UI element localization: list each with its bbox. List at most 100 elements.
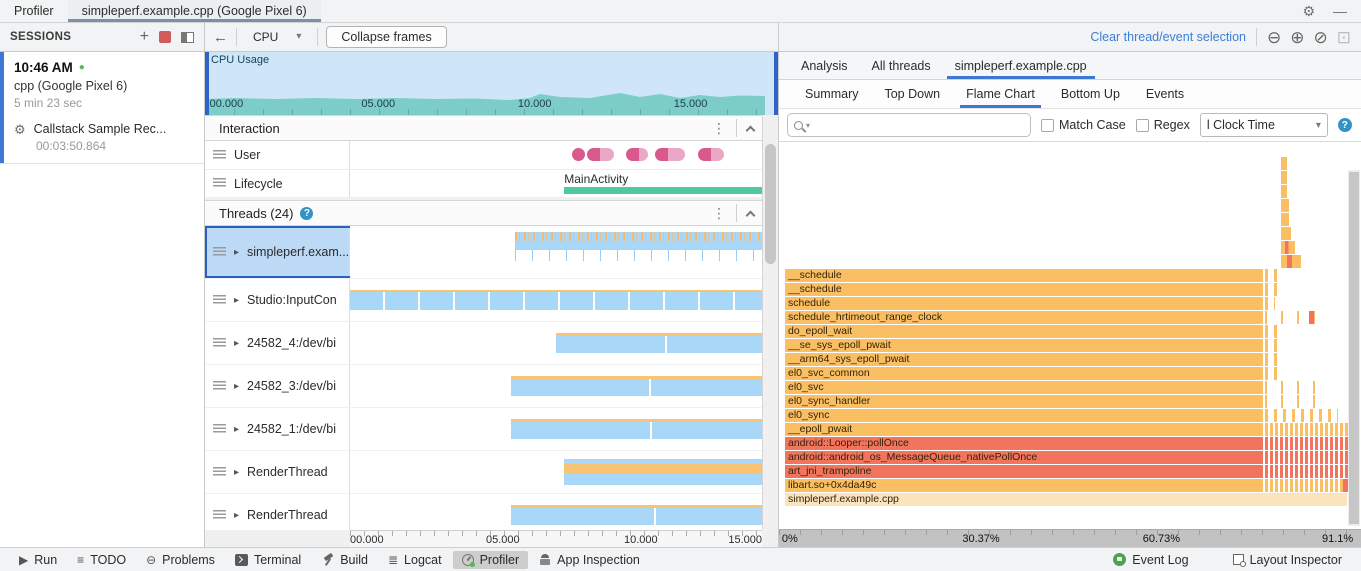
flame-frame-schedule[interactable]: __schedule bbox=[785, 283, 1263, 296]
search-options-caret-icon[interactable]: ▾ bbox=[806, 120, 811, 130]
tool-window-button-layout-inspector[interactable]: Layout Inspector bbox=[1224, 551, 1351, 569]
stop-recording-button[interactable] bbox=[159, 31, 171, 43]
flame-frame-libart-so-0x4da49c[interactable]: libart.so+0x4da49c bbox=[785, 479, 1263, 492]
lifecycle-track[interactable]: MainActivity bbox=[350, 170, 762, 197]
user-event-marker[interactable] bbox=[626, 148, 649, 161]
thread-activity-track[interactable] bbox=[350, 322, 762, 364]
expand-triangle-icon[interactable]: ▸ bbox=[234, 423, 240, 435]
tool-window-button-profiler[interactable]: Profiler bbox=[452, 550, 529, 569]
drag-handle-icon[interactable] bbox=[213, 423, 226, 435]
clear-selection-link[interactable]: Clear thread/event selection bbox=[1090, 30, 1246, 44]
thread-activity-track[interactable] bbox=[350, 451, 762, 493]
analysis-tab-simpleperf-example-cpp[interactable]: simpleperf.example.cpp bbox=[945, 52, 1097, 79]
collapse-section-icon[interactable] bbox=[745, 210, 756, 220]
zoom-out-icon[interactable]: ⊖ bbox=[1267, 27, 1282, 47]
flame-vertical-scrollbar[interactable] bbox=[1348, 170, 1360, 526]
activity-lifecycle-bar[interactable] bbox=[564, 187, 762, 194]
flame-frame-android-looper-pollonce[interactable]: android::Looper::pollOnce bbox=[785, 437, 1263, 450]
drag-handle-icon[interactable] bbox=[213, 178, 226, 189]
drag-handle-icon[interactable] bbox=[213, 294, 226, 306]
tool-window-button-app-inspection[interactable]: App Inspection bbox=[530, 551, 649, 569]
flame-frame-schedule[interactable]: __schedule bbox=[785, 269, 1263, 282]
tool-window-button-todo[interactable]: ≡ TODO bbox=[68, 551, 135, 569]
add-session-button[interactable]: + bbox=[139, 28, 149, 45]
regex-option[interactable]: Regex bbox=[1135, 118, 1190, 132]
expand-triangle-icon[interactable]: ▸ bbox=[234, 246, 240, 258]
thread-activity-track[interactable] bbox=[350, 365, 762, 407]
drag-handle-icon[interactable] bbox=[213, 380, 226, 392]
subtab-top-down[interactable]: Top Down bbox=[884, 87, 941, 101]
window-tab-profiler[interactable]: Profiler bbox=[14, 4, 54, 18]
flame-frame-do-epoll-wait[interactable]: do_epoll_wait bbox=[785, 325, 1263, 338]
match-case-checkbox[interactable] bbox=[1041, 118, 1054, 132]
process-selector-dropdown[interactable]: CPU ▾ bbox=[245, 28, 309, 46]
collapse-panel-icon[interactable] bbox=[181, 31, 194, 43]
thread-activity-track[interactable] bbox=[350, 279, 762, 321]
thread-row-24582-1-dev-bi[interactable]: ▸ 24582_1:/dev/bi bbox=[205, 408, 762, 450]
flame-frame-art-jni-trampoline[interactable]: art_jni_trampoline bbox=[785, 465, 1263, 478]
flame-frame-schedule[interactable]: schedule bbox=[785, 297, 1263, 310]
expand-triangle-icon[interactable]: ▸ bbox=[234, 294, 240, 306]
expand-triangle-icon[interactable]: ▸ bbox=[234, 380, 240, 392]
range-handle-left[interactable] bbox=[205, 52, 209, 115]
user-event-marker[interactable] bbox=[586, 148, 614, 161]
flame-frame-schedule-hrtimeout-range-clock[interactable]: schedule_hrtimeout_range_clock bbox=[785, 311, 1263, 324]
expand-triangle-icon[interactable]: ▸ bbox=[234, 337, 240, 349]
search-input[interactable] bbox=[813, 118, 1024, 132]
kebab-menu-icon[interactable]: ⋮ bbox=[712, 120, 726, 136]
tool-window-button-terminal[interactable]: Terminal bbox=[226, 551, 310, 569]
range-handle-right[interactable] bbox=[774, 52, 778, 115]
thread-activity-track[interactable] bbox=[350, 494, 762, 530]
thread-row-simpleperf-exam[interactable]: ▸ simpleperf.exam... bbox=[205, 226, 762, 278]
thread-activity-track[interactable] bbox=[350, 226, 762, 278]
tool-window-button-problems[interactable]: ⊖ Problems bbox=[137, 551, 224, 569]
expand-triangle-icon[interactable]: ▸ bbox=[234, 509, 240, 521]
window-tab-simpleperf-example-cpp-google-pixel-6[interactable]: simpleperf.example.cpp (Google Pixel 6) bbox=[67, 0, 321, 22]
zoom-in-icon[interactable]: ⊕ bbox=[1290, 27, 1305, 47]
zoom-to-selection-icon[interactable]: ⊡ bbox=[1336, 27, 1351, 47]
drag-handle-icon[interactable] bbox=[213, 337, 226, 349]
kebab-menu-icon[interactable]: ⋮ bbox=[712, 205, 726, 221]
thread-row-24582-4-dev-bi[interactable]: ▸ 24582_4:/dev/bi bbox=[205, 322, 762, 364]
drag-handle-icon[interactable] bbox=[213, 246, 226, 258]
user-events-track[interactable] bbox=[350, 141, 762, 169]
flame-percent-ruler[interactable]: 0% 30.37% 60.73% 91.1% bbox=[779, 529, 1361, 547]
tool-window-button-run[interactable]: ▶ Run bbox=[10, 551, 66, 569]
flame-frame-android-android-os-messagequeue-nativepo[interactable]: android::android_os_MessageQueue_nativeP… bbox=[785, 451, 1263, 464]
collapse-section-icon[interactable] bbox=[745, 125, 756, 135]
drag-handle-icon[interactable] bbox=[213, 509, 226, 521]
flame-chart[interactable]: __schedule __schedule schedule schedule_hrt… bbox=[779, 142, 1361, 529]
analysis-tab-all-threads[interactable]: All threads bbox=[871, 58, 931, 73]
back-arrow-icon[interactable]: ← bbox=[213, 28, 228, 46]
thread-activity-track[interactable] bbox=[350, 408, 762, 450]
match-case-option[interactable]: Match Case bbox=[1041, 118, 1126, 132]
tool-window-button-event-log[interactable]: Event Log bbox=[1104, 551, 1197, 569]
collapse-frames-button[interactable]: Collapse frames bbox=[326, 26, 447, 48]
scrollbar-thumb[interactable] bbox=[1349, 172, 1359, 524]
session-artifact[interactable]: ⚙ Callstack Sample Rec... bbox=[14, 122, 194, 136]
clock-type-dropdown[interactable]: l Clock Time ▾ bbox=[1199, 113, 1328, 137]
user-event-marker[interactable] bbox=[572, 148, 586, 161]
user-event-marker[interactable] bbox=[654, 148, 685, 161]
tool-window-button-build[interactable]: Build bbox=[312, 551, 377, 569]
minimize-icon[interactable]: — bbox=[1333, 3, 1347, 19]
search-box[interactable]: ▾ bbox=[787, 113, 1031, 137]
user-event-marker[interactable] bbox=[698, 148, 725, 161]
drag-handle-icon[interactable] bbox=[213, 149, 226, 161]
subtab-events[interactable]: Events bbox=[1145, 87, 1185, 101]
subtab-summary[interactable]: Summary bbox=[805, 87, 859, 101]
thread-row-studio-inputcon[interactable]: ▸ Studio:InputCon bbox=[205, 279, 762, 321]
flame-frame-el0-sync[interactable]: el0_sync bbox=[785, 409, 1263, 422]
expand-triangle-icon[interactable]: ▸ bbox=[234, 466, 240, 478]
thread-row-24582-3-dev-bi[interactable]: ▸ 24582_3:/dev/bi bbox=[205, 365, 762, 407]
tool-window-button-logcat[interactable]: ≣ Logcat bbox=[379, 551, 451, 569]
drag-handle-icon[interactable] bbox=[213, 466, 226, 478]
threads-help-icon[interactable]: ? bbox=[300, 206, 314, 220]
scrollbar-thumb[interactable] bbox=[765, 144, 776, 264]
thread-row-renderthread[interactable]: ▸ RenderThread bbox=[205, 494, 762, 530]
flame-frame-el0-svc-common[interactable]: el0_svc_common bbox=[785, 367, 1263, 380]
threads-timeline-ruler[interactable]: 00.000 05.000 10.000 15.000 bbox=[350, 530, 762, 547]
flame-frame-simpleperf-example-cpp[interactable]: simpleperf.example.cpp bbox=[785, 493, 1347, 506]
reset-zoom-icon[interactable]: ⊘ bbox=[1313, 27, 1328, 47]
settings-gear-icon[interactable]: ⚙ bbox=[1302, 3, 1315, 19]
